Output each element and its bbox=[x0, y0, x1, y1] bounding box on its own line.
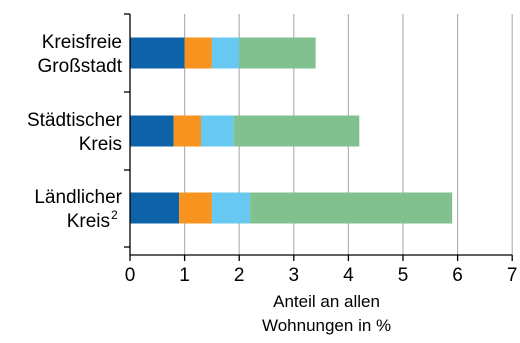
x-tick-label-2: 2 bbox=[234, 265, 245, 286]
category-label-2-line-1: Kreis bbox=[67, 211, 110, 232]
bar-segment-c0-s1 bbox=[184, 37, 212, 69]
bars bbox=[130, 37, 453, 224]
bar-segment-c1-s2 bbox=[200, 115, 234, 147]
bar-segment-c2-s1 bbox=[179, 192, 212, 224]
bar-segment-c1-s3 bbox=[233, 115, 360, 147]
bar-segment-c1-s1 bbox=[173, 115, 201, 147]
x-tick-label-0: 0 bbox=[125, 265, 136, 286]
bar-segment-c2-s3 bbox=[250, 192, 453, 224]
x-tick-labels: 0 1 2 3 4 5 6 7 bbox=[125, 265, 518, 286]
category-label-1-line-1: Kreis bbox=[79, 134, 122, 155]
category-label-2-line-0: Ländlicher bbox=[34, 187, 122, 208]
x-tick-label-1: 1 bbox=[179, 265, 190, 286]
x-tick-label-4: 4 bbox=[343, 265, 354, 286]
x-tick-label-6: 6 bbox=[452, 265, 463, 286]
bar-segment-c2-s2 bbox=[211, 192, 251, 224]
category-label-1-line-0: Städtischer bbox=[27, 110, 123, 131]
bar-segment-c0-s3 bbox=[239, 37, 316, 69]
x-tick-label-7: 7 bbox=[507, 265, 518, 286]
x-axis-title: Anteil an allen Wohnungen in % bbox=[262, 292, 391, 335]
bar-segment-c0-s0 bbox=[130, 37, 185, 69]
bar-segment-c0-s2 bbox=[211, 37, 240, 69]
x-tick-label-5: 5 bbox=[398, 265, 409, 286]
axes bbox=[124, 13, 513, 261]
category-label-0-line-0: Kreisfreie bbox=[42, 32, 122, 53]
category-labels: Kreisfreie Großstadt Städtischer Kreis Ländl… bbox=[27, 32, 123, 232]
x-axis-title-line-1: Wohnungen in % bbox=[262, 316, 391, 335]
x-axis-title-line-0: Anteil an allen bbox=[273, 292, 380, 311]
category-label-2-superscript: 2 bbox=[111, 208, 118, 222]
x-tick-label-3: 3 bbox=[289, 265, 300, 286]
bar-segment-c2-s0 bbox=[130, 192, 180, 224]
bar-segment-c1-s0 bbox=[130, 115, 174, 147]
category-label-0-line-1: Großstadt bbox=[38, 56, 123, 77]
